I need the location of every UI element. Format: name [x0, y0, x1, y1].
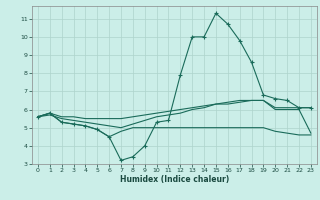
X-axis label: Humidex (Indice chaleur): Humidex (Indice chaleur): [120, 175, 229, 184]
